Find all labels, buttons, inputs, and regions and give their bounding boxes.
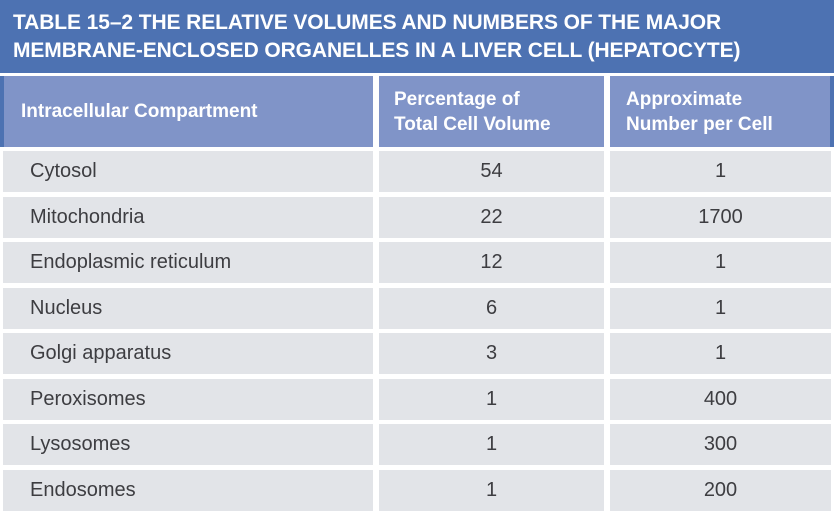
column-divider	[604, 196, 610, 238]
volume-cell: 1	[379, 469, 604, 511]
column-header-row: Intracellular Compartment Percentage of …	[0, 76, 834, 147]
table-row: Mitochondria 22 1700	[3, 196, 831, 238]
column-header-volume: Percentage of Total Cell Volume	[379, 76, 604, 147]
number-cell: 1	[610, 333, 831, 375]
table-body: Cytosol 54 1 Mitochondria 22 1700 Endopl…	[0, 151, 834, 511]
number-cell: 300	[610, 424, 831, 466]
header-body-divider	[0, 147, 834, 151]
column-header-number: Approximate Number per Cell	[610, 76, 830, 147]
column-header-label: Approximate	[626, 88, 743, 110]
column-header-label: Intracellular Compartment	[21, 101, 258, 122]
column-divider	[373, 333, 379, 375]
table-title-line1: TABLE 15–2 THE RELATIVE VOLUMES AND NUMB…	[13, 11, 722, 34]
column-divider	[373, 287, 379, 329]
column-divider	[604, 378, 610, 420]
compartment-cell: Endosomes	[3, 469, 373, 511]
column-divider	[604, 424, 610, 466]
compartment-cell: Endoplasmic reticulum	[3, 242, 373, 284]
compartment-cell: Mitochondria	[3, 196, 373, 238]
header-right-edge	[830, 76, 834, 147]
volume-cell: 3	[379, 333, 604, 375]
column-divider	[373, 196, 379, 238]
column-divider	[604, 287, 610, 329]
column-divider	[373, 424, 379, 466]
compartment-cell: Cytosol	[3, 151, 373, 192]
volume-cell: 1	[379, 378, 604, 420]
column-header-label: Total Cell Volume	[394, 113, 551, 135]
table-row: Endosomes 1 200	[3, 469, 831, 511]
volume-cell: 54	[379, 151, 604, 192]
table-row: Golgi apparatus 3 1	[3, 333, 831, 375]
number-cell: 1	[610, 151, 831, 192]
title-header-divider	[0, 73, 834, 76]
column-divider	[373, 378, 379, 420]
compartment-cell: Nucleus	[3, 287, 373, 329]
table-row: Nucleus 6 1	[3, 287, 831, 329]
column-divider	[373, 76, 379, 147]
column-header-label: Number per Cell	[626, 113, 773, 135]
table-row: Lysosomes 1 300	[3, 424, 831, 466]
column-divider	[373, 151, 379, 192]
table-row: Cytosol 54 1	[3, 151, 831, 192]
number-cell: 1	[610, 242, 831, 284]
column-header-label: Percentage of	[394, 88, 520, 110]
table-row: Endoplasmic reticulum 12 1	[3, 242, 831, 284]
column-divider	[604, 242, 610, 284]
column-divider	[604, 151, 610, 192]
compartment-cell: Peroxisomes	[3, 378, 373, 420]
table-title-line2: MEMBRANE-ENCLOSED ORGANELLES IN A LIVER …	[13, 39, 741, 62]
volume-cell: 12	[379, 242, 604, 284]
compartment-cell: Golgi apparatus	[3, 333, 373, 375]
column-divider	[373, 469, 379, 511]
number-cell: 1700	[610, 196, 831, 238]
column-header-compartment: Intracellular Compartment	[4, 76, 373, 147]
table-title: TABLE 15–2 THE RELATIVE VOLUMES AND NUMB…	[0, 0, 834, 73]
volume-cell: 22	[379, 196, 604, 238]
table-row: Peroxisomes 1 400	[3, 378, 831, 420]
column-divider	[604, 76, 610, 147]
compartment-cell: Lysosomes	[3, 424, 373, 466]
number-cell: 200	[610, 469, 831, 511]
number-cell: 400	[610, 378, 831, 420]
number-cell: 1	[610, 287, 831, 329]
volume-cell: 1	[379, 424, 604, 466]
column-divider	[604, 333, 610, 375]
column-divider	[373, 242, 379, 284]
volume-cell: 6	[379, 287, 604, 329]
header-left-edge	[0, 76, 4, 147]
column-divider	[604, 469, 610, 511]
